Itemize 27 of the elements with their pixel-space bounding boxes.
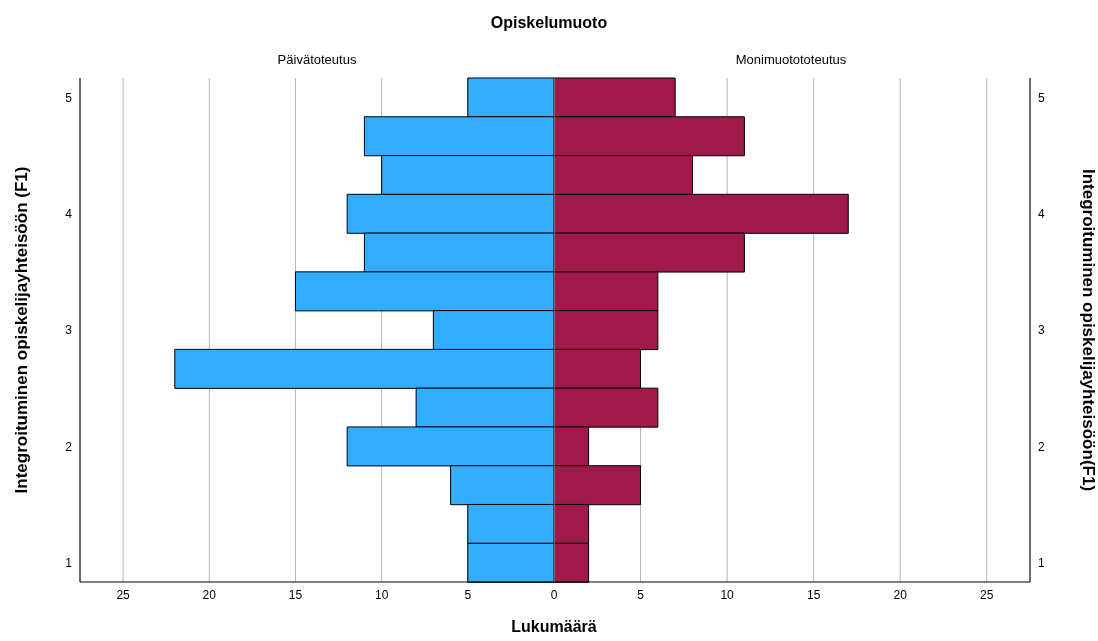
x-tick-label: 5 — [637, 587, 645, 602]
x-tick-label: 15 — [288, 587, 303, 602]
chart-subtitle: Monimuotototeutus — [734, 52, 848, 67]
y-tick-label: 1 — [65, 555, 73, 570]
x-tick-label: 5 — [464, 587, 472, 602]
y-tick-label: 4 — [65, 206, 73, 221]
x-tick-label: 20 — [893, 587, 908, 602]
x-tick-label: 25 — [980, 587, 994, 602]
y-tick-label: 2 — [65, 439, 73, 454]
y-tick-label: 3 — [65, 323, 73, 338]
y-tick-label: 5 — [1038, 90, 1045, 105]
x-tick-label: 10 — [374, 587, 389, 602]
chart-subtitle: Päivätoteutus — [276, 52, 358, 67]
y-axis-title: Integroituminen opiskelijayhteisöön (F1) — [12, 166, 32, 494]
x-tick-label: 20 — [202, 587, 217, 602]
x-tick-label: 25 — [116, 587, 131, 602]
y-tick-label: 1 — [1038, 555, 1045, 570]
y-axis-title: Integroituminen opiskelijayhteisöön(F1) — [1078, 168, 1098, 492]
chart-title: Opiskelumuoto — [489, 14, 609, 32]
y-tick-label: 4 — [1038, 206, 1045, 221]
x-axis-title: Lukumäärä — [510, 618, 598, 636]
x-tick-label: 0 — [550, 587, 558, 602]
y-tick-label: 3 — [1038, 323, 1045, 338]
x-tick-label: 15 — [806, 587, 821, 602]
x-tick-label: 10 — [720, 587, 735, 602]
y-tick-label: 2 — [1038, 439, 1045, 454]
y-tick-label: 5 — [65, 90, 73, 105]
